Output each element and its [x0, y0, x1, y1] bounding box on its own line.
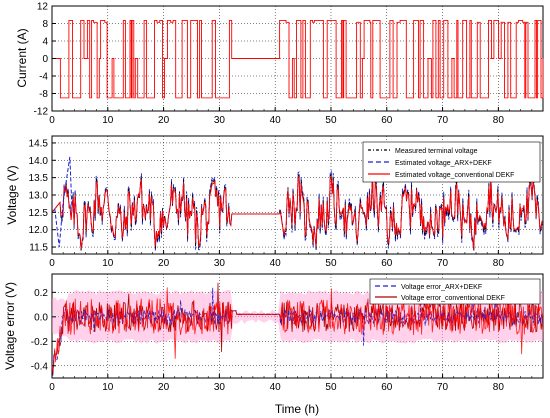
y-tick-label: -0.2	[31, 337, 49, 348]
x-tick-label: 30	[214, 115, 226, 126]
x-tick-label: 20	[158, 382, 170, 393]
x-tick-label: 60	[381, 115, 393, 126]
y-tick-label: -12	[34, 107, 49, 118]
x-tick-label: 10	[102, 115, 114, 126]
y-tick-label: 13.0	[29, 191, 49, 202]
current-line	[52, 20, 543, 98]
legend-label-arx: Estimated voltage_ARX+DEKF	[395, 160, 492, 167]
y-tick-label: 14.0	[29, 156, 49, 167]
x-tick-label: 40	[270, 258, 282, 269]
x-tick-label: 60	[381, 382, 393, 393]
x-tick-label: 60	[381, 258, 393, 269]
legend-label-conventional: Estimated voltage_conventional DEKF	[395, 172, 514, 179]
y-tick-label: 0.2	[34, 288, 48, 299]
voltage-legend-box	[362, 141, 541, 183]
arx-initial-transient	[55, 157, 72, 247]
x-tick-label: 50	[325, 258, 337, 269]
x-tick-label: 0	[49, 382, 55, 393]
error-panel: 0 10 20 30 40 50 60 70 80 -0.4 -0.2 0.0 0.2 Voltage …	[3, 273, 544, 393]
y-tick-label: 0.0	[34, 312, 48, 323]
current-y-label: Current (A)	[15, 28, 29, 87]
current-panel: 0 10 20 30 40 50 60 70 80 -12 -8 -4 0 4 8 12 Current (A…	[15, 2, 544, 126]
x-tick-label: 20	[158, 258, 170, 269]
legend-label-measured: Measured terminal voltage	[395, 148, 478, 155]
x-tick-label: 10	[102, 382, 114, 393]
y-tick-label: 13.5	[29, 173, 49, 184]
x-tick-label: 40	[270, 115, 282, 126]
arx-error-line	[52, 288, 543, 376]
voltage-panel: 0 10 20 30 40 50 60 70 80 11.5 12.0 12.5 13.0 13.5 14.…	[5, 135, 544, 269]
voltage-y-label: Voltage (V)	[5, 165, 19, 224]
error-y-label: Voltage error (V)	[3, 282, 17, 370]
y-tick-label: -8	[39, 89, 48, 100]
y-tick-label: 12	[37, 2, 49, 13]
x-tick-label: 30	[214, 382, 226, 393]
y-tick-label: -4	[39, 72, 48, 83]
y-tick-label: 4	[42, 37, 48, 48]
x-tick-label: 20	[158, 115, 170, 126]
x-tick-label: 0	[49, 115, 55, 126]
y-tick-label: 8	[42, 19, 48, 30]
y-tick-label: 12.0	[29, 225, 49, 236]
x-axis-label: Time (h)	[275, 402, 319, 416]
current-series	[52, 20, 543, 98]
x-tick-label: 70	[437, 258, 449, 269]
y-tick-label: -0.4	[31, 361, 49, 372]
x-tick-label: 30	[214, 258, 226, 269]
y-tick-label: 11.5	[29, 243, 48, 254]
x-tick-label: 80	[493, 258, 505, 269]
error-legend-box	[369, 278, 541, 305]
y-tick-label: 0	[42, 54, 48, 65]
x-tick-label: 80	[493, 115, 505, 126]
conventional-voltage-line	[52, 174, 542, 249]
legend-label-error-arx: Voltage error_ARX+DEKF	[401, 284, 482, 291]
x-tick-label: 40	[270, 382, 282, 393]
x-tick-label: 70	[437, 382, 449, 393]
legend-label-error-conventional: Voltage error_conventional DEKF	[401, 295, 505, 302]
voltage-series	[52, 157, 542, 251]
x-tick-label: 80	[493, 382, 505, 393]
y-tick-label: 14.5	[29, 138, 49, 149]
current-ticks: 0 10 20 30 40 50 60 70 80 -12 -8 -4 0 4 8 12	[34, 2, 544, 126]
x-tick-label: 50	[325, 115, 337, 126]
error-ticks: 0 10 20 30 40 50 60 70 80 -0.4 -0.2 0.0 0.2	[31, 288, 544, 393]
x-tick-label: 10	[102, 258, 114, 269]
conventional-error-overlay	[52, 287, 543, 370]
voltage-legend: Measured terminal voltage Estimated volt…	[362, 141, 541, 183]
x-tick-label: 50	[325, 382, 337, 393]
x-tick-label: 0	[49, 258, 55, 269]
x-tick-label: 70	[437, 115, 449, 126]
error-legend: Voltage error_ARX+DEKF Voltage error_con…	[369, 278, 541, 305]
voltage-ticks: 0 10 20 30 40 50 60 70 80 11.5 12.0 12.5 13.0 13.5 14.…	[29, 138, 544, 269]
y-tick-label: 12.5	[29, 208, 49, 219]
